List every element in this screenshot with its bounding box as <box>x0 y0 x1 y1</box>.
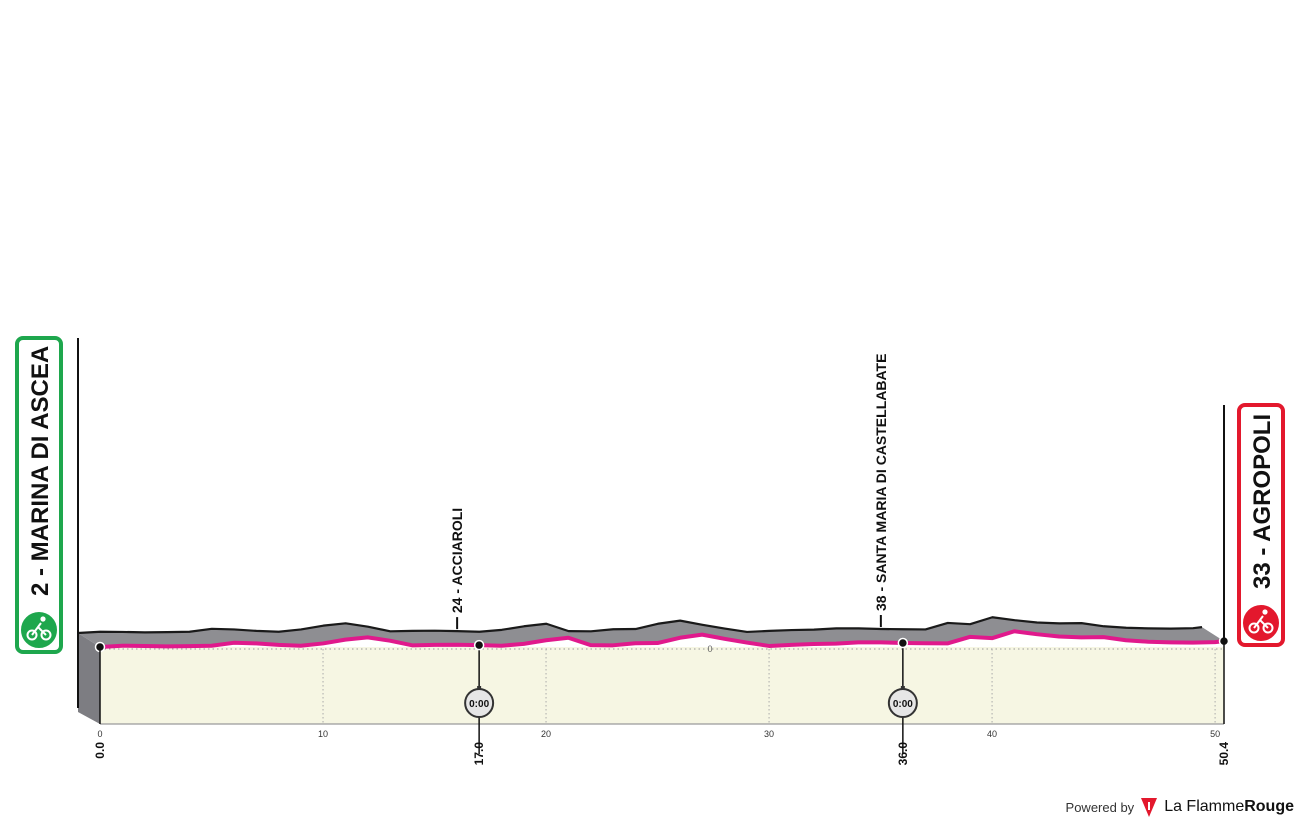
flame-logo-icon <box>1141 798 1158 817</box>
start-banner <box>15 336 63 654</box>
x-tick-label: 40 <box>987 729 997 739</box>
x-tick-label: 10 <box>318 729 328 739</box>
km-gridlines <box>322 649 1216 724</box>
bike-wheel-icon <box>26 629 38 641</box>
place-km-label: 50.4 <box>1217 742 1231 766</box>
x-tick-label: 30 <box>764 729 774 739</box>
x-tick-label: 0 <box>97 729 102 739</box>
footer: Powered by La FlammeRouge <box>1066 795 1294 819</box>
x-tick-label: 20 <box>541 729 551 739</box>
bike-wheel-icon <box>1262 622 1274 634</box>
zero-elevation-label: 0 <box>707 644 712 654</box>
place-dot <box>473 639 485 651</box>
timing-label: 0:00 <box>893 699 913 710</box>
terrain-3d: 0 <box>77 616 1224 724</box>
powered-by-text: Powered by <box>1065 799 1135 815</box>
x-tick-label: 50 <box>1210 729 1220 739</box>
route-polyline <box>98 629 1226 649</box>
place-name: 38 - SANTA MARIA DI CASTELLABATE <box>873 354 889 611</box>
start-finish-flags: 2 - MARINA DI ASCEA 33 - AGROPOLI <box>15 336 1285 708</box>
brand-bold: Rouge <box>1244 798 1294 815</box>
bike-wheel-icon <box>40 629 52 641</box>
brand-light: La Flamme <box>1164 798 1245 815</box>
place-name: 24 - ACCIAROLI <box>449 508 465 613</box>
terrain-side-face <box>78 633 100 724</box>
route-line <box>98 629 1226 649</box>
finish-banner <box>1237 403 1285 647</box>
bike-badge-icon <box>19 610 59 650</box>
terrain-back-edge <box>77 616 1203 635</box>
place-km-label: 0.0 <box>93 742 107 759</box>
brand-name: La FlammeRouge <box>1164 798 1294 816</box>
bike-frame-icon <box>1253 615 1269 629</box>
timing-label: 0:00 <box>469 699 489 710</box>
rider-head-icon <box>40 616 46 622</box>
ground-face <box>100 647 1224 724</box>
finish-place-name: 33 - AGROPOLI <box>1249 414 1276 589</box>
rider-head-icon <box>1262 609 1268 615</box>
places-layer: 24 - ACCIAROLI 0:00 38 - SANTA MARIA DI CA… <box>94 354 1230 754</box>
stopwatch-crown <box>477 686 482 690</box>
start-place-name: 2 - MARINA DI ASCEA <box>27 346 54 596</box>
stopwatch-crown <box>900 686 905 690</box>
x-axis: 0 10 20 30 40 500.0 17.0 36.0 50.4 <box>93 723 1231 766</box>
bike-wheel-icon <box>1248 622 1260 634</box>
bike-frame-icon <box>31 622 47 636</box>
bike-badge-icon <box>1241 603 1281 643</box>
place-dot <box>897 637 909 649</box>
terrain-top-surface <box>78 617 1224 647</box>
